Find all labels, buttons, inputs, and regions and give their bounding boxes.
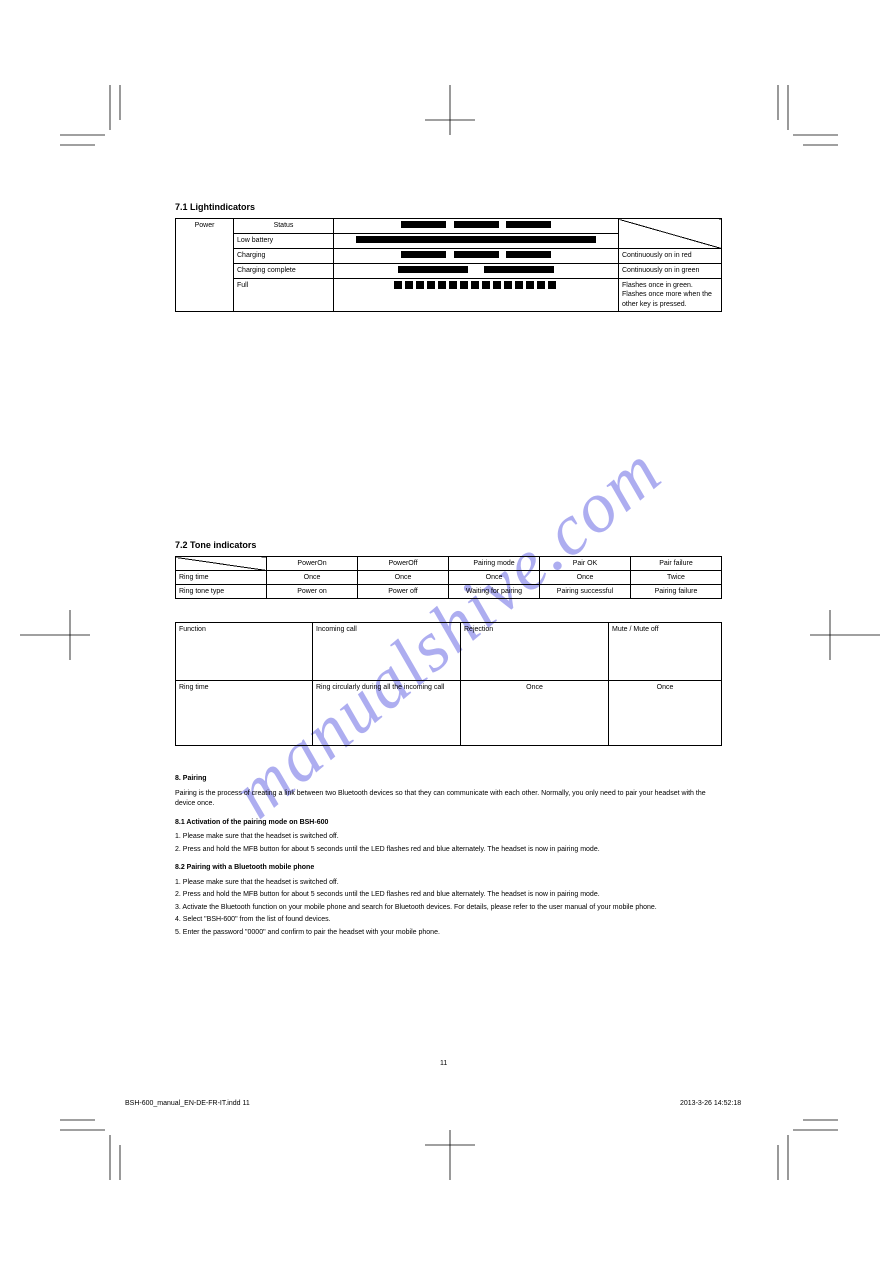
- t2b-r0-label: Ring time: [176, 681, 313, 746]
- t2-r1-1: Power off: [358, 585, 449, 599]
- page-number: 11: [440, 1060, 447, 1067]
- section-title-1: 7.1 Lightindicators: [175, 202, 255, 212]
- row3-status: Continuously on in green: [619, 264, 722, 279]
- row2-label: Charging: [234, 249, 334, 264]
- footer-date: 2013-3-26 14:52:18: [680, 1100, 741, 1107]
- t2-h0: [176, 557, 267, 571]
- crop-mark-tc: [415, 85, 485, 155]
- display-cell-0: [334, 219, 619, 234]
- row2-status: Continuously on in red: [619, 249, 722, 264]
- display-cell-3: [334, 264, 619, 279]
- bt-2: 8.1 Activation of the pairing mode on BS…: [175, 818, 721, 829]
- t2b-r0-3: Once: [609, 681, 722, 746]
- t2-r0-0: Once: [267, 571, 358, 585]
- body-text: 8. Pairing Pairing is the process of cre…: [175, 770, 721, 940]
- t2-h1: PowerOn: [267, 557, 358, 571]
- bt-8: 3. Activate the Bluetooth function on yo…: [175, 903, 721, 914]
- bt-3: 1. Please make sure that the headset is …: [175, 832, 721, 843]
- row3-label: Charging complete: [234, 264, 334, 279]
- crop-mark-tl: [60, 85, 130, 155]
- t2-h3: Pairing mode: [449, 557, 540, 571]
- header-display: [619, 219, 722, 249]
- row1-label: Low battery: [234, 234, 334, 249]
- crop-mark-bc: [415, 1110, 485, 1180]
- t2-h4: Pair OK: [540, 557, 631, 571]
- t2b-r0-0: Ring circularly during all the incoming …: [313, 681, 461, 746]
- t2b-h3: Mute / Mute off: [609, 623, 722, 681]
- t2-r1-0: Power on: [267, 585, 358, 599]
- display-cell-4: [334, 279, 619, 311]
- row4-label: Full: [234, 279, 334, 311]
- t2-h2: PowerOff: [358, 557, 449, 571]
- section-title-2: 7.2 Tone indicators: [175, 540, 256, 550]
- bt-0: 8. Pairing: [175, 774, 721, 785]
- t2-r0-4: Twice: [631, 571, 722, 585]
- t2b-h0: Function: [176, 623, 313, 681]
- t2-r1-2: Waiting for pairing: [449, 585, 540, 599]
- crop-mark-tr: [768, 85, 838, 155]
- t2-r0-1: Once: [358, 571, 449, 585]
- header-power: Power: [176, 219, 234, 312]
- t2-r1-label: Ring tone type: [176, 585, 267, 599]
- display-cell-2: [334, 249, 619, 264]
- header-status: Status: [234, 219, 334, 234]
- bt-9: 4. Select "BSH-600" from the list of fou…: [175, 915, 721, 926]
- t2-r0-label: Ring time: [176, 571, 267, 585]
- tone-indicators-table: PowerOn PowerOff Pairing mode Pair OK Pa…: [175, 556, 722, 599]
- t2-r1-3: Pairing successful: [540, 585, 631, 599]
- t2b-r0-2: Once: [461, 681, 609, 746]
- bt-1: Pairing is the process of creating a lin…: [175, 789, 721, 810]
- t2b-h2: Rejection: [461, 623, 609, 681]
- t2-r0-3: Once: [540, 571, 631, 585]
- t2-r0-2: Once: [449, 571, 540, 585]
- bt-7: 2. Press and hold the MFB button for abo…: [175, 890, 721, 901]
- crop-mark-ml: [20, 600, 120, 670]
- bt-4: 2. Press and hold the MFB button for abo…: [175, 845, 721, 856]
- display-cell-1: [334, 234, 619, 249]
- row4-status: Flashes once in green. Flashes once more…: [619, 279, 722, 311]
- t2-h5: Pair failure: [631, 557, 722, 571]
- t2-r1-4: Pairing failure: [631, 585, 722, 599]
- footer-file: BSH-600_manual_EN-DE-FR-IT.indd 11: [125, 1100, 250, 1107]
- crop-mark-br: [768, 1110, 838, 1180]
- crop-mark-bl: [60, 1110, 130, 1180]
- bt-10: 5. Enter the password "0000" and confirm…: [175, 928, 721, 939]
- t2b-h1: Incoming call: [313, 623, 461, 681]
- light-indicators-table: Power Status Low battery Charging Contin…: [175, 218, 722, 312]
- tone-indicators-table-2: Function Incoming call Rejection Mute / …: [175, 622, 722, 746]
- crop-mark-mr: [780, 600, 880, 670]
- bt-5: 8.2 Pairing with a Bluetooth mobile phon…: [175, 863, 721, 874]
- bt-6: 1. Please make sure that the headset is …: [175, 878, 721, 889]
